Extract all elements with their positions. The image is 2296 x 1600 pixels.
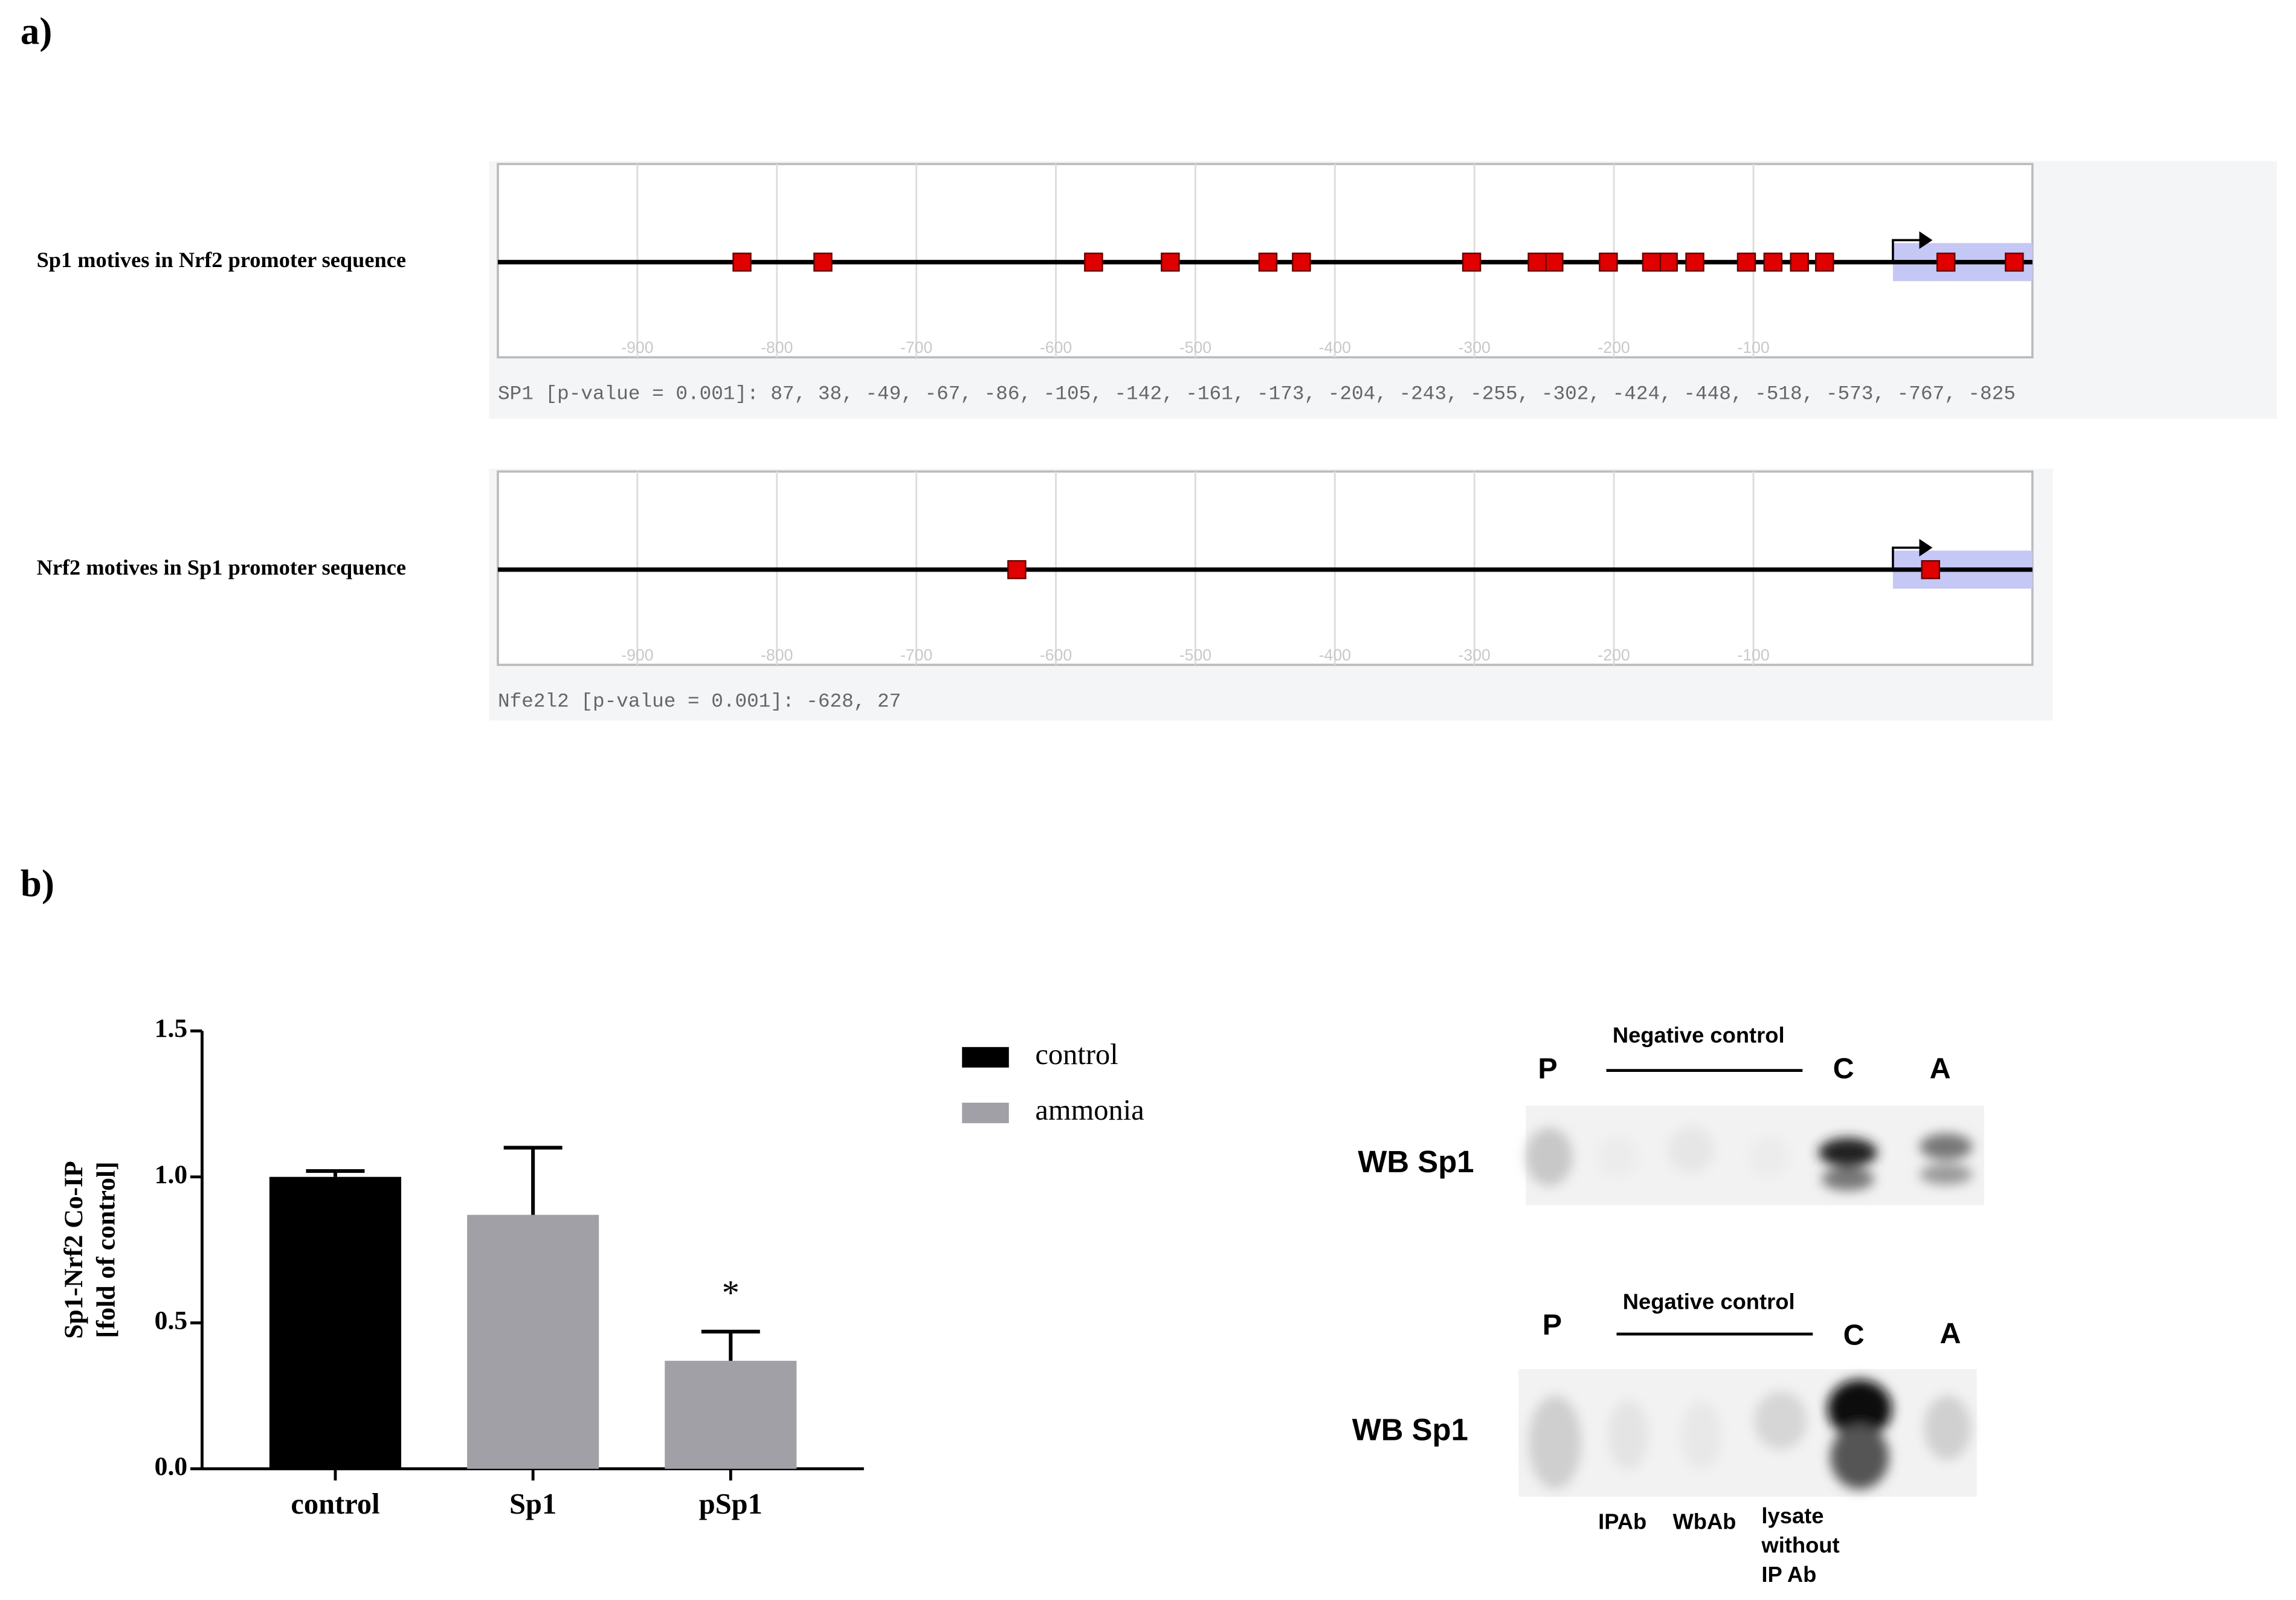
x-tick-label: -400 (1319, 646, 1351, 664)
legend-swatch (962, 1102, 1009, 1123)
motif-marker (1599, 253, 1618, 272)
x-tick-label: -100 (1737, 646, 1769, 664)
motif-marker (1814, 253, 1834, 272)
motif-marker (1921, 560, 1940, 579)
x-tick-label: -800 (761, 338, 793, 356)
panel-label: a) (21, 10, 52, 53)
motif-marker (1161, 253, 1180, 272)
lane-label: P (1538, 1052, 1557, 1085)
x-tick-label: -600 (1040, 646, 1072, 664)
motif-marker (1258, 253, 1278, 272)
track-title: Nrf2 motives in Sp1 promoter sequence (37, 555, 406, 579)
blot-label: WB Sp1 (1358, 1144, 1474, 1179)
y-axis-label-line: Sp1-Nrf2 Co-IP (59, 1161, 88, 1338)
motif-marker (1642, 253, 1662, 272)
motif-marker (1737, 253, 1756, 272)
motif-marker (1544, 253, 1564, 272)
lane-description-line: IP Ab (1761, 1561, 1816, 1586)
track-caption: Nfe2l2 [p-value = 0.001]: -628, 27 (498, 691, 901, 713)
x-tick-label: -100 (1737, 338, 1769, 356)
lane-label: C (1833, 1052, 1854, 1085)
track-caption: SP1 [p-value = 0.001]: 87, 38, -49, -67,… (498, 383, 2016, 405)
x-tick-label: -500 (1179, 338, 1211, 356)
x-tick-label: -600 (1040, 338, 1072, 356)
lane-description-line: IPAb (1598, 1509, 1646, 1534)
y-axis-label-line: [fold of control] (91, 1161, 120, 1338)
x-tick-label: -300 (1459, 338, 1491, 356)
group-label: Negative control (1613, 1023, 1785, 1048)
blot-image-2 (1518, 1369, 1977, 1497)
lane-description-line: WbAb (1672, 1509, 1736, 1534)
motif-marker (1527, 253, 1547, 272)
lane-description-line: without (1761, 1532, 1839, 1557)
x-tick-label: pSp1 (699, 1488, 763, 1520)
x-tick-label: -900 (621, 338, 653, 356)
lane-label: A (1930, 1052, 1951, 1085)
error-bar (701, 1329, 760, 1361)
tss-arrowhead (1919, 231, 1933, 250)
x-tick-label: -500 (1179, 646, 1211, 664)
lane-description: WbAb (1672, 1509, 1736, 1534)
error-bar (503, 1146, 563, 1215)
panel-label: b) (21, 862, 54, 905)
motif-marker (1462, 253, 1482, 272)
motif-marker (2005, 253, 2024, 272)
lane-label: A (1940, 1317, 1961, 1350)
track-title: Sp1 motives in Nrf2 promoter sequence (37, 248, 406, 272)
y-tick-label: 0.0 (155, 1452, 188, 1481)
motif-marker (1936, 253, 1956, 272)
y-axis-label: Sp1-Nrf2 Co-IP [fold of control] (59, 1161, 120, 1338)
lane-description: lysate without IP Ab (1761, 1503, 1839, 1586)
legend-label: control (1035, 1039, 1118, 1071)
bar (665, 1361, 797, 1469)
x-tick-label: -300 (1459, 646, 1491, 664)
tss-arrow (1892, 239, 1923, 262)
x-tick-label: Sp1 (509, 1488, 556, 1520)
x-tick-label: -200 (1598, 646, 1630, 664)
error-bar (306, 1169, 365, 1177)
x-tick-label: -900 (621, 646, 653, 664)
x-tick-label: -700 (900, 646, 932, 664)
lane-label: C (1843, 1319, 1865, 1352)
blot-image-1 (1526, 1105, 1984, 1205)
x-tick-label: -700 (900, 338, 932, 356)
legend-label: ammonia (1035, 1094, 1144, 1126)
group-label: Negative control (1623, 1289, 1795, 1314)
lane-description-line: lysate (1761, 1503, 1824, 1527)
motif-marker (1763, 253, 1783, 272)
y-tick-label: 1.0 (155, 1160, 188, 1189)
significance-mark: * (722, 1273, 740, 1312)
lane-description: IPAb (1598, 1509, 1646, 1534)
tss-arrowhead (1919, 538, 1933, 556)
motif-marker (732, 253, 752, 272)
blot-label: WB Sp1 (1352, 1413, 1468, 1447)
motif-marker (1659, 253, 1678, 272)
motif-marker (1007, 560, 1027, 579)
motif-marker (1084, 253, 1103, 272)
x-tick-label: control (291, 1488, 379, 1520)
bar (467, 1215, 599, 1469)
y-tick-label: 1.5 (155, 1014, 188, 1043)
motif-marker (1292, 253, 1311, 272)
lane-label: P (1543, 1309, 1562, 1341)
motif-marker (1685, 253, 1704, 272)
bar (269, 1176, 402, 1469)
motif-marker (1790, 253, 1809, 272)
x-tick-label: -800 (761, 646, 793, 664)
motif-marker (813, 253, 833, 272)
x-tick-label: -400 (1319, 338, 1351, 356)
tss-arrow (1892, 546, 1923, 570)
x-tick-label: -200 (1598, 338, 1630, 356)
legend-swatch (962, 1047, 1009, 1068)
y-tick-label: 0.5 (155, 1306, 188, 1335)
